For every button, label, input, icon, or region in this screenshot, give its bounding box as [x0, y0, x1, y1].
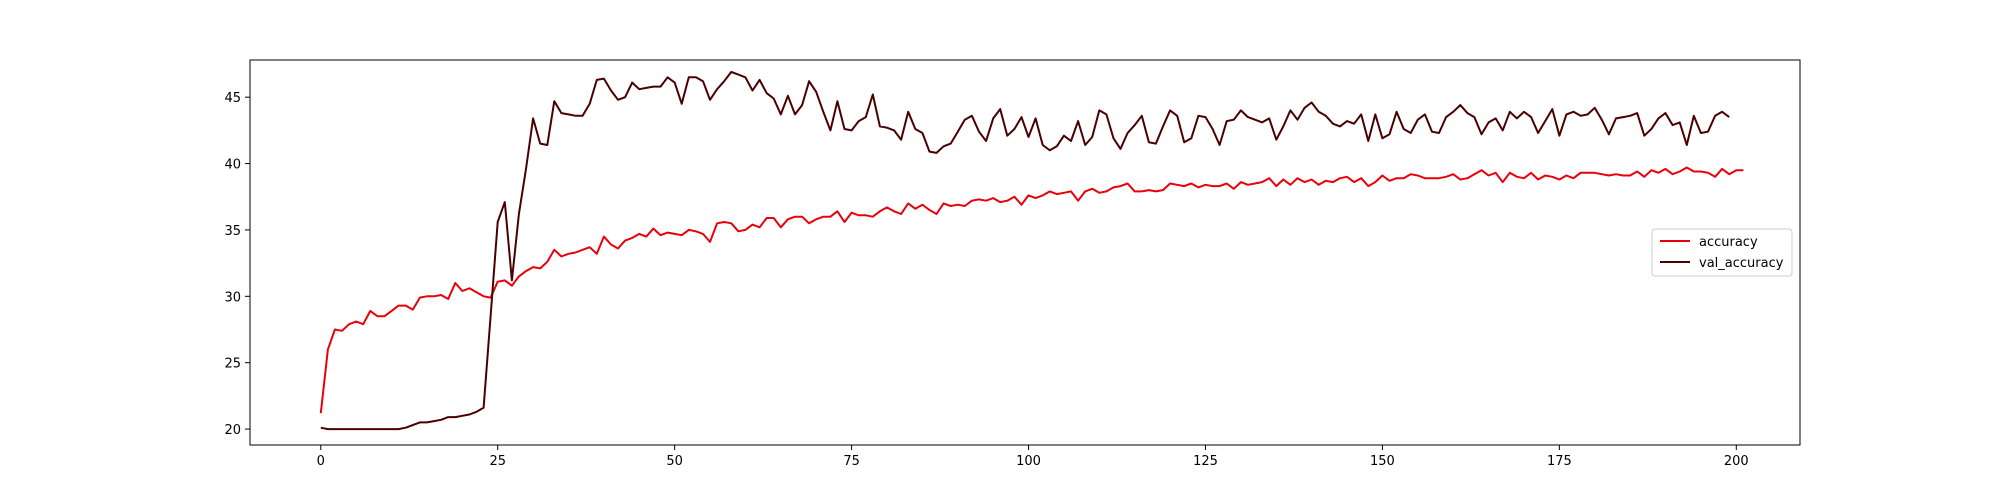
x-tick-label: 100 [1016, 454, 1041, 469]
legend-label-accuracy: accuracy [1699, 235, 1758, 250]
series-line-val-accuracy [320, 70, 1730, 431]
x-tick-label: 75 [843, 454, 860, 469]
y-tick-label: 40 [224, 158, 241, 173]
y-axis-ticks: 20 25 30 35 40 45 [224, 91, 250, 438]
x-tick-label: 150 [1370, 454, 1395, 469]
legend: accuracy val_accuracy [1651, 228, 1793, 277]
series-line-accuracy [319, 166, 1744, 414]
y-tick-label: 35 [224, 224, 241, 239]
y-tick-label: 20 [224, 423, 241, 438]
y-tick-label: 30 [224, 290, 241, 305]
x-axis-ticks: 0 25 50 75 100 125 150 175 200 [317, 445, 1749, 469]
x-tick-label: 25 [489, 454, 506, 469]
x-tick-label: 200 [1724, 454, 1749, 469]
x-tick-label: 0 [317, 454, 325, 469]
x-tick-label: 175 [1547, 454, 1572, 469]
legend-label-val-accuracy: val_accuracy [1699, 256, 1784, 271]
y-tick-label: 25 [224, 357, 241, 372]
x-tick-label: 50 [666, 454, 683, 469]
series-layer [319, 70, 1744, 431]
plot-area-frame [249, 59, 1801, 446]
x-tick-label: 125 [1193, 454, 1218, 469]
y-tick-label: 45 [224, 91, 241, 106]
